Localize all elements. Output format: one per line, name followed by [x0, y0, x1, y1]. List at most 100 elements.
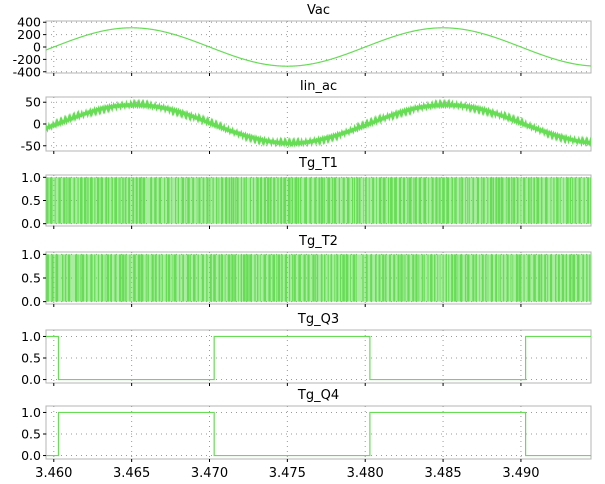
pwm-pulse [553, 177, 555, 224]
pwm-pulse [451, 177, 453, 224]
pwm-pulse [171, 254, 173, 302]
pwm-pulse [150, 177, 153, 224]
pwm-pulse [515, 254, 519, 302]
pwm-pulse [345, 254, 349, 302]
pwm-pulse [171, 177, 173, 224]
pwm-pulse [97, 254, 100, 302]
pwm-pulse [556, 177, 559, 224]
pwm-pulse [280, 177, 283, 224]
panel-title: Tg_T2 [298, 234, 338, 249]
pwm-pulse [254, 254, 256, 302]
pwm-pulse [135, 177, 138, 224]
pwm-pulse [234, 254, 237, 302]
pwm-pulse [114, 254, 117, 302]
pwm-pulse [427, 254, 429, 302]
y-tick-label: 1.0 [21, 405, 41, 420]
pwm-pulse [175, 177, 177, 224]
pwm-pulse [587, 177, 590, 224]
pwm-pulse [63, 177, 66, 224]
trace-group [46, 177, 591, 224]
pwm-pulse [236, 177, 239, 224]
pwm-pulse [445, 254, 448, 302]
pwm-pulse [590, 177, 591, 224]
pwm-pulse [393, 254, 396, 302]
pwm-pulse [555, 254, 557, 302]
pwm-pulse [459, 177, 461, 224]
pwm-pulse [513, 177, 516, 224]
pwm-pulse [110, 254, 112, 302]
pwm-pulse [234, 177, 236, 224]
trace-group [46, 411, 591, 457]
pwm-pulse [365, 177, 367, 224]
pwm-pulse [323, 177, 325, 224]
pwm-pulse [435, 177, 437, 224]
pwm-pulse [495, 254, 498, 302]
series-line [46, 411, 591, 457]
panel-title: Iin_ac [300, 79, 337, 94]
pwm-pulse [523, 177, 526, 224]
pwm-pulse [574, 177, 577, 224]
pwm-pulse [307, 254, 310, 302]
pwm-pulse [316, 254, 319, 302]
pwm-pulse [541, 254, 543, 302]
pwm-pulse [140, 254, 144, 302]
pwm-pulse [187, 177, 190, 224]
pwm-pulse [94, 177, 96, 224]
pwm-pulse [137, 254, 141, 302]
pwm-pulse [401, 254, 403, 302]
pwm-pulse [347, 177, 350, 224]
pwm-pulse [125, 254, 127, 302]
pwm-pulse [64, 254, 67, 302]
pwm-pulse [281, 254, 283, 302]
pwm-pulse [572, 177, 574, 224]
pwm-pulse [500, 177, 504, 224]
pwm-pulse [439, 254, 441, 302]
pwm-pulse [334, 254, 336, 302]
pwm-pulse [442, 254, 444, 302]
pwm-pulse [77, 254, 79, 302]
pwm-pulse [46, 177, 49, 224]
pwm-pulse [231, 254, 234, 302]
pwm-pulse [190, 254, 191, 302]
pwm-pulse [151, 254, 154, 302]
pwm-pulse [227, 254, 231, 302]
y-tick-label: -50 [21, 138, 41, 153]
pwm-pulse [428, 177, 430, 224]
pwm-pulse [284, 254, 288, 302]
pwm-pulse [86, 254, 88, 302]
y-tick-label: 0.0 [21, 216, 41, 231]
pwm-pulse [331, 177, 333, 224]
pwm-pulse [390, 177, 393, 224]
pwm-pulse [212, 177, 214, 224]
pwm-pulse [505, 177, 507, 224]
pwm-pulse [569, 254, 572, 302]
y-tick-label: 0.5 [21, 351, 41, 366]
pwm-pulse [330, 254, 333, 302]
pwm-pulse [158, 177, 162, 224]
pwm-pulse [106, 254, 110, 302]
pwm-pulse [185, 177, 187, 224]
pwm-pulse [399, 254, 401, 302]
pwm-pulse [430, 254, 433, 302]
pwm-pulse [388, 177, 390, 224]
pwm-pulse [533, 254, 536, 302]
pwm-pulse [399, 177, 402, 224]
pwm-pulse [267, 177, 270, 224]
pwm-pulse [105, 177, 108, 224]
trace-group [46, 335, 591, 381]
y-tick-label: 400 [17, 15, 41, 30]
y-tick-label: 1.0 [21, 170, 41, 185]
pwm-pulse [167, 254, 171, 302]
pwm-pulse [481, 177, 482, 224]
pwm-pulse [287, 177, 291, 224]
pwm-pulse [46, 254, 49, 302]
pwm-pulse [96, 177, 100, 224]
trace-group [46, 254, 591, 302]
pwm-pulse [142, 177, 146, 224]
pwm-pulse [179, 254, 181, 302]
pwm-pulse [277, 177, 279, 224]
pwm-pulse [589, 254, 591, 302]
pwm-pulse [376, 177, 378, 224]
y-tick-label: 1.0 [21, 329, 41, 344]
